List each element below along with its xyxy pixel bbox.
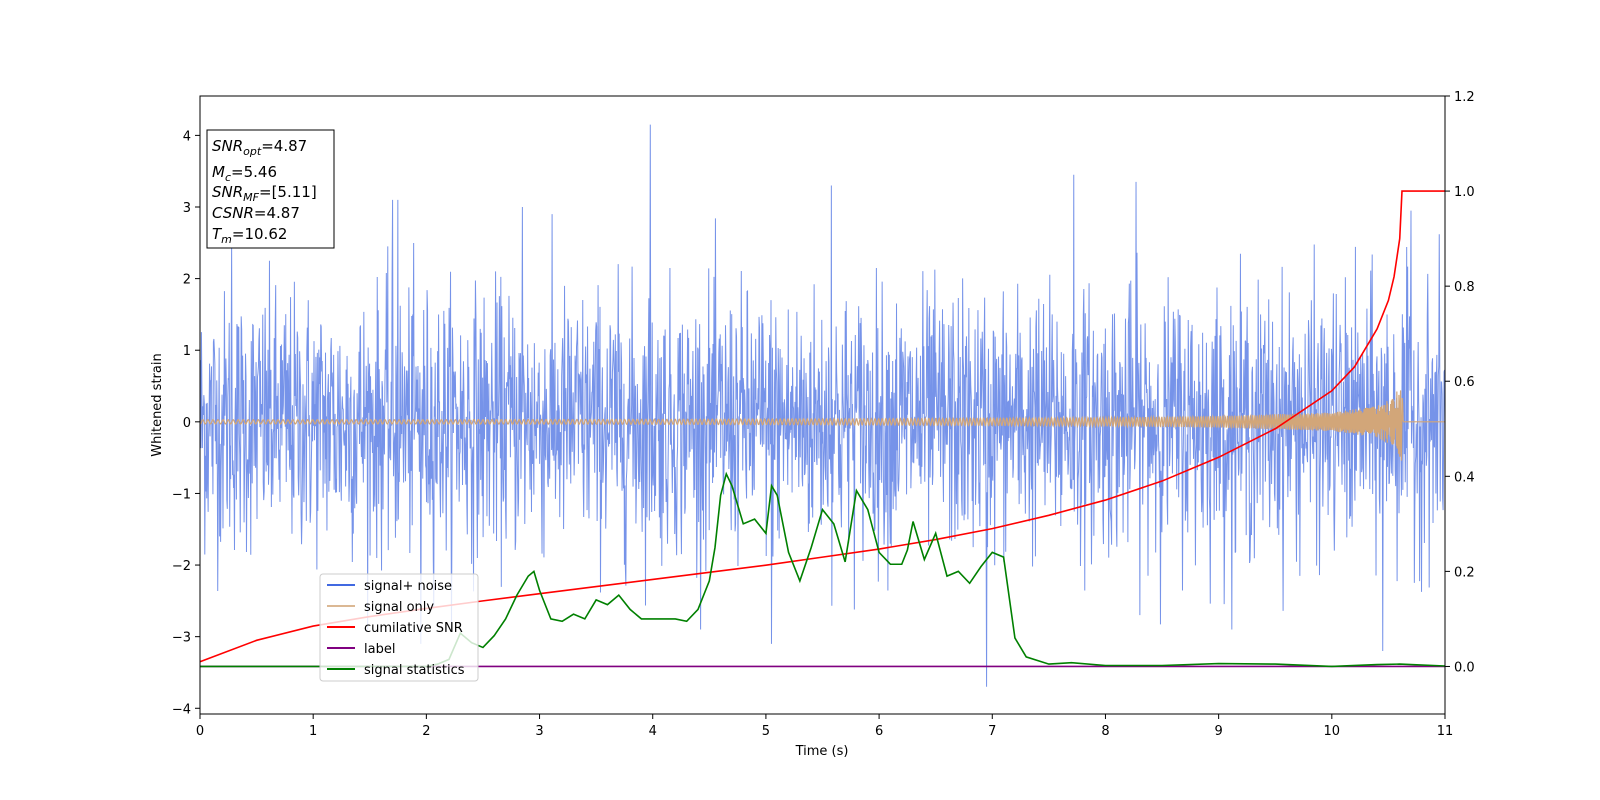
annotation-line: Tm=10.62 <box>212 225 287 246</box>
legend-label: signal only <box>364 600 434 615</box>
y-right-tick-label: 0.2 <box>1454 565 1475 580</box>
x-tick-label: 8 <box>1101 724 1109 739</box>
series-signal-noise <box>200 124 1445 687</box>
x-tick-label: 5 <box>762 724 770 739</box>
legend-label: cumilative SNR <box>364 621 463 636</box>
y-left-tick-label: 2 <box>183 273 191 288</box>
y-right-tick-label: 0.0 <box>1454 660 1475 675</box>
y-right-tick-label: 1.2 <box>1454 90 1475 105</box>
y-left-tick-label: −1 <box>172 487 191 502</box>
annotation-frame <box>206 129 335 249</box>
x-tick-label: 11 <box>1437 724 1454 739</box>
y-left-axis: −4 −3 −2 −1 0 1 2 3 4 <box>172 129 200 717</box>
x-axis: 0 1 2 3 4 5 6 7 8 9 10 11 <box>196 714 1453 739</box>
annotation-line: CSNR=4.87 <box>212 204 300 222</box>
annotation-line: Mc=5.46 <box>212 163 277 184</box>
y-right-tick-label: 0.6 <box>1454 375 1475 390</box>
x-tick-label: 0 <box>196 724 204 739</box>
annotation-line: SNRopt=4.87 <box>212 137 307 158</box>
x-tick-label: 6 <box>875 724 883 739</box>
y-axis-label: Whitened strain <box>150 353 165 456</box>
x-tick-label: 9 <box>1214 724 1222 739</box>
legend: signal+ noise signal only cumilative SNR la… <box>319 573 479 682</box>
x-tick-label: 4 <box>649 724 657 739</box>
y-right-tick-label: 1.0 <box>1454 185 1475 200</box>
series-signal-statistics <box>200 471 1445 668</box>
y-right-tick-label: 0.4 <box>1454 470 1475 485</box>
x-tick-label: 2 <box>422 724 430 739</box>
y-right-tick-label: 0.8 <box>1454 280 1475 295</box>
legend-label: signal+ noise <box>364 579 452 594</box>
annotation-line: SNRMF=[5.11] <box>212 183 317 204</box>
y-left-tick-label: 1 <box>183 344 191 359</box>
plot-frame <box>199 95 1446 715</box>
y-left-tick-label: 4 <box>183 129 191 144</box>
y-left-tick-label: −2 <box>172 559 191 574</box>
y-left-tick-label: 0 <box>183 416 191 431</box>
legend-label: label <box>364 642 395 657</box>
legend-label: signal statistics <box>364 663 465 678</box>
y-left-tick-label: 3 <box>183 201 191 216</box>
y-right-axis: 0.0 0.2 0.4 0.6 0.8 1.0 1.2 <box>1445 90 1475 675</box>
x-tick-label: 3 <box>535 724 543 739</box>
x-tick-label: 1 <box>309 724 317 739</box>
series-signal-only <box>200 390 1445 461</box>
x-tick-label: 10 <box>1324 724 1341 739</box>
legend-frame <box>319 573 479 682</box>
y-left-tick-label: −4 <box>172 702 191 717</box>
y-left-tick-label: −3 <box>172 631 191 646</box>
x-axis-label: Time (s) <box>795 744 849 759</box>
x-tick-label: 7 <box>988 724 996 739</box>
